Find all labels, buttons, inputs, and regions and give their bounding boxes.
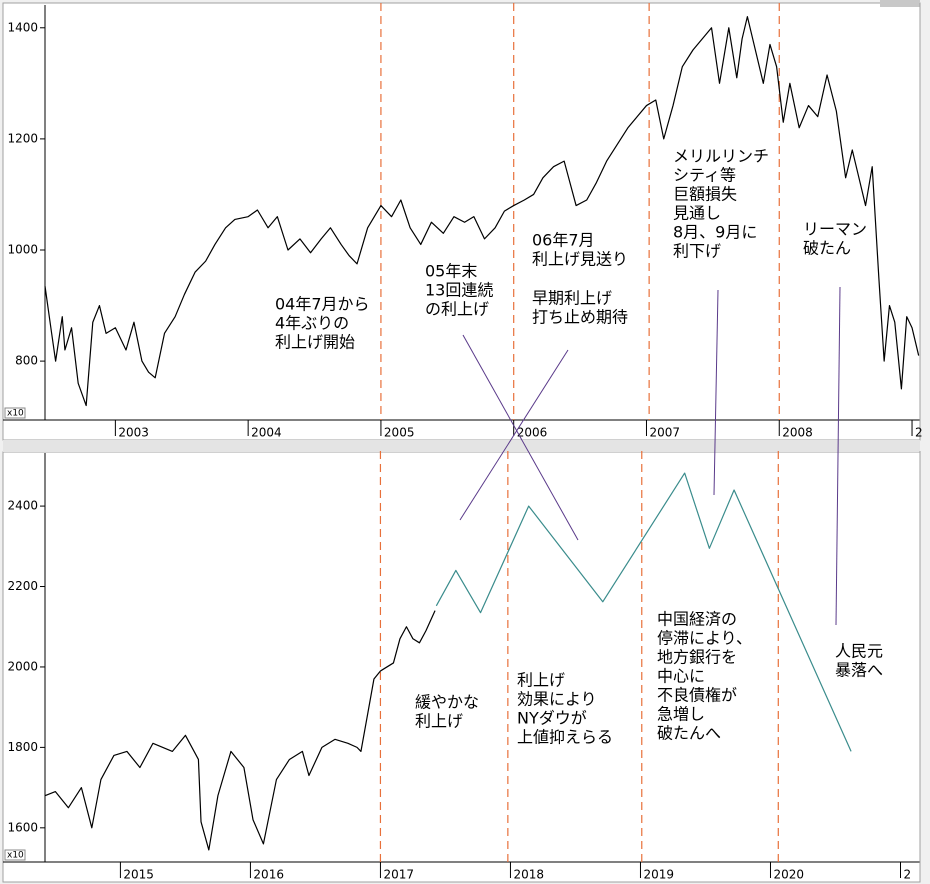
annotation: 中国経済の [657, 610, 737, 629]
x-tick-label: 2019 [643, 868, 674, 882]
price-line [435, 472, 852, 752]
y-tick-label: 1400 [7, 20, 38, 34]
annotation: 8月、9月に [673, 223, 757, 242]
x-tick-label: 2 [903, 868, 911, 882]
panel-separator [3, 440, 920, 452]
connector [713, 289, 719, 496]
y-tick-label: 2200 [7, 579, 38, 593]
y-tick-label: 1000 [7, 243, 38, 257]
annotation: 停滞により、 [657, 629, 752, 648]
annotation: の利上げ [425, 300, 489, 319]
bottom-panel [2, 451, 921, 883]
annotation: 不良債権が [657, 686, 737, 705]
annotation: 早期利上げ [532, 289, 612, 308]
annotation: 上値抑えらる [517, 728, 613, 747]
corner-handle [880, 0, 920, 7]
annotation: 中心に [657, 667, 705, 686]
y-tick-label: 2000 [7, 659, 38, 673]
x-tick-label: 2005 [384, 426, 415, 440]
scale-box [4, 849, 26, 861]
top-panel [2, 2, 921, 441]
price-line [44, 16, 920, 407]
annotation: 効果により [517, 690, 597, 709]
connector [462, 334, 579, 541]
x-tick-label: 2008 [782, 426, 813, 440]
annotation: 06年7月 [532, 231, 595, 250]
y-tick-label: 1200 [7, 131, 38, 145]
annotation: 人民元 [835, 642, 883, 661]
y-tick-label: 1800 [7, 740, 38, 754]
annotation: 04年7月から [275, 295, 370, 314]
annotation: 利下げ [673, 242, 721, 261]
connector [459, 349, 569, 521]
annotation: 破たんへ [657, 724, 721, 743]
y-scale-label: x10 [7, 851, 24, 861]
annotation: 巨額損失 [673, 185, 737, 204]
x-tick-label: 2017 [383, 868, 414, 882]
annotation: メリルリンチ [673, 147, 769, 166]
connector [835, 286, 841, 626]
annotation: 急増し [657, 705, 705, 724]
price-line [44, 610, 436, 851]
x-tick-label: 2015 [123, 868, 154, 882]
y-tick-label: 800 [15, 354, 38, 368]
y-tick-label: 2400 [7, 499, 38, 513]
y-scale-label: x10 [7, 409, 24, 419]
x-tick-label: 2004 [251, 426, 282, 440]
annotation: 利上げ開始 [275, 333, 355, 352]
x-tick-label: 2016 [253, 868, 284, 882]
annotation: リーマン [803, 220, 867, 239]
x-tick-label: 2018 [513, 868, 544, 882]
annotation: 利上げ [415, 712, 463, 731]
annotation: NYダウが [517, 709, 587, 728]
annotation: 4年ぶりの [275, 314, 349, 333]
scale-box [4, 407, 26, 419]
annotation: 見通し [673, 204, 721, 223]
annotation: シティ等 [673, 166, 736, 185]
annotation: 13回連続 [425, 281, 493, 300]
annotation: 05年末 [425, 262, 477, 281]
y-tick-label: 1600 [7, 820, 38, 834]
x-tick-label: 2 [915, 426, 923, 440]
connector-lines [459, 286, 841, 626]
annotation: 利上げ見送り [532, 250, 628, 269]
annotation: 緩やかな [415, 693, 479, 712]
annotation: 利上げ [517, 671, 565, 690]
annotation: 打ち止め期待 [532, 308, 628, 327]
annotation: 地方銀行を [657, 648, 737, 667]
annotation: 暴落へ [835, 661, 883, 680]
x-tick-label: 2020 [773, 868, 804, 882]
x-tick-label: 2003 [118, 426, 149, 440]
annotation: 破たん [803, 239, 851, 258]
x-tick-label: 2007 [649, 426, 680, 440]
x-tick-label: 2006 [517, 426, 548, 440]
